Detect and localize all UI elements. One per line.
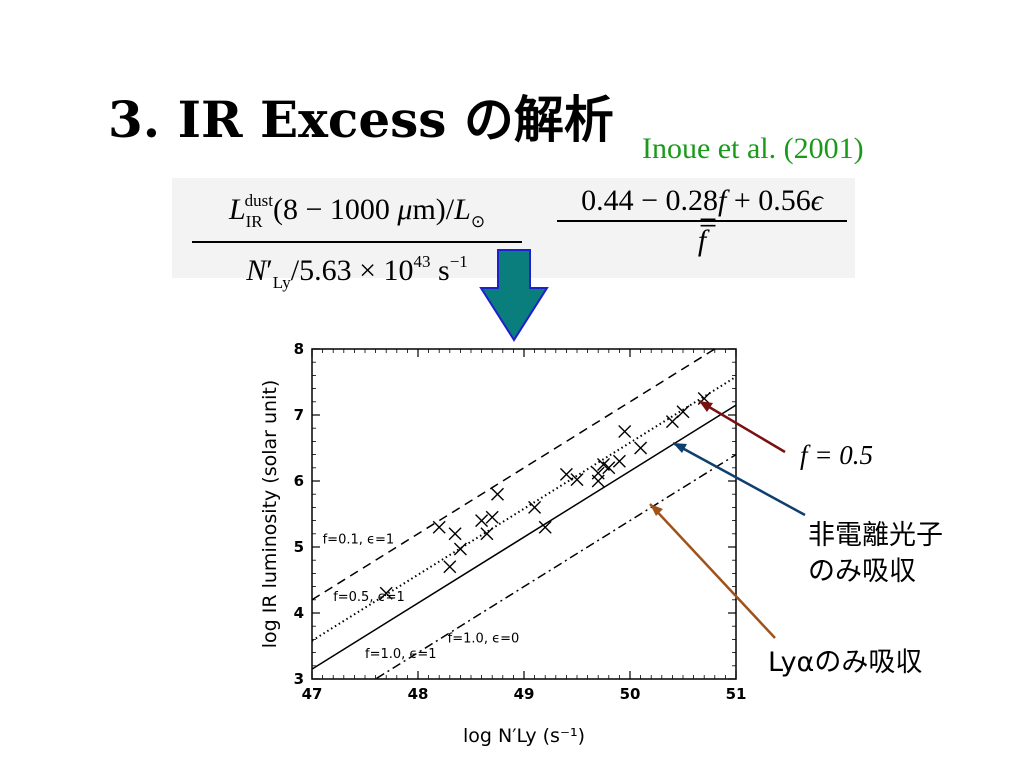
data-point-stroke (538, 520, 552, 534)
equals-sign: = (699, 204, 718, 240)
model-line-solid (312, 404, 736, 670)
citation: Inoue et al. (2001) (642, 132, 864, 165)
data-point (676, 405, 690, 419)
equation-rhs-denominator: f (697, 224, 707, 257)
equation-lhs: LIRdust(8 − 1000 μm)/L⊙ N′Ly/5.63 × 1043… (192, 182, 522, 302)
slide-title: 3. IR Excess の解析 (108, 90, 614, 149)
data-point (612, 454, 626, 468)
annotation-f05: f = 0.5 (800, 440, 873, 471)
y-tick-label: 4 (294, 604, 304, 622)
data-point-stroke (612, 454, 626, 468)
x-tick-label: 47 (302, 685, 323, 703)
model-line-label: f=1.0, ϵ=1 (365, 647, 437, 662)
data-point-stroke (618, 425, 632, 438)
data-point (538, 520, 552, 534)
equation: LIRdust(8 − 1000 μm)/L⊙ N′Ly/5.63 × 1043… (172, 178, 855, 292)
data-point-stroke (432, 520, 446, 534)
data-point (379, 586, 393, 600)
data-point (618, 425, 632, 438)
model-line-label: f=0.1, ϵ=1 (323, 533, 395, 548)
y-tick-label: 6 (294, 472, 304, 490)
data-point-stroke (528, 500, 542, 514)
data-point-stroke (453, 542, 467, 556)
data-point-stroke (443, 560, 457, 574)
data-point (448, 527, 462, 541)
x-axis-label: log N′Ly (s⁻¹) (463, 725, 585, 747)
model-line-label: f=1.0, ϵ=0 (448, 632, 520, 647)
lya-pointer-arrow (649, 503, 776, 639)
data-point-stroke (597, 458, 610, 471)
equation-rhs-numerator: 0.44 − 0.28f + 0.56ϵ (581, 184, 823, 217)
data-point (432, 520, 446, 534)
x-tick-label: 49 (514, 685, 535, 703)
annotation-lya-label: Lyαのみ吸収 (768, 647, 923, 678)
data-point (591, 466, 605, 480)
data-point-stroke (570, 473, 584, 487)
data-point (491, 487, 504, 501)
data-point (559, 467, 573, 481)
data-point (602, 461, 616, 475)
data-point-stroke (475, 514, 489, 528)
f05-pointer-arrow (698, 399, 786, 454)
down-arrow-icon (479, 249, 549, 342)
y-axis-label: log IR luminosity (solar unit) (259, 380, 281, 648)
data-point (634, 441, 648, 455)
annotation-nonionizing: 非電離光子 のみ吸収 (808, 518, 943, 590)
model-line-dashed (312, 349, 717, 601)
data-point-stroke (634, 441, 648, 455)
y-tick-label: 5 (294, 538, 304, 556)
nonionizing-pointer-arrow (672, 441, 806, 517)
data-point-stroke (602, 461, 616, 475)
data-point-stroke (676, 405, 690, 419)
model-line-label: f=0.5, ϵ=1 (333, 590, 405, 605)
annotation-nonionizing-line2: のみ吸収 (808, 556, 916, 587)
x-tick-label: 48 (408, 685, 429, 703)
equation-lhs-numerator: LIRdust(8 − 1000 μm)/L⊙ (228, 191, 486, 231)
data-point (528, 500, 542, 514)
y-tick-label: 8 (294, 340, 304, 358)
model-line-dashdot (374, 453, 736, 679)
data-point-stroke (480, 527, 494, 541)
f05-pointer-head (699, 401, 713, 412)
data-point-stroke (591, 466, 605, 480)
x-tick-label: 51 (726, 685, 747, 703)
nonionizing-pointer-head (673, 443, 687, 453)
data-point-stroke (448, 527, 462, 541)
x-tick-label: 50 (620, 685, 641, 703)
data-point (485, 510, 499, 524)
data-point (453, 542, 467, 556)
data-point-stroke (485, 510, 499, 524)
model-lines (312, 349, 736, 679)
data-point-stroke (559, 467, 573, 481)
data-point (665, 415, 679, 429)
data-point (480, 527, 494, 541)
annotation-nonionizing-line1: 非電離光子 (808, 520, 943, 551)
data-point (443, 560, 457, 574)
equation-lhs-denominator: N′Ly/5.63 × 1043 s−1 (246, 252, 468, 292)
annotation-f05-label: f = 0.5 (800, 440, 873, 470)
data-point (570, 473, 584, 487)
data-point-stroke (379, 586, 393, 600)
annotation-lya: Lyαのみ吸収 (768, 640, 922, 679)
equation-rhs: 0.44 − 0.28f + 0.56ϵ f (557, 182, 847, 260)
y-tick-label: 3 (294, 670, 304, 688)
data-point (475, 514, 489, 528)
lya-pointer-head (650, 504, 663, 516)
data-point-stroke (665, 415, 679, 429)
data-point-stroke (491, 487, 504, 501)
y-tick-label: 7 (294, 406, 304, 424)
